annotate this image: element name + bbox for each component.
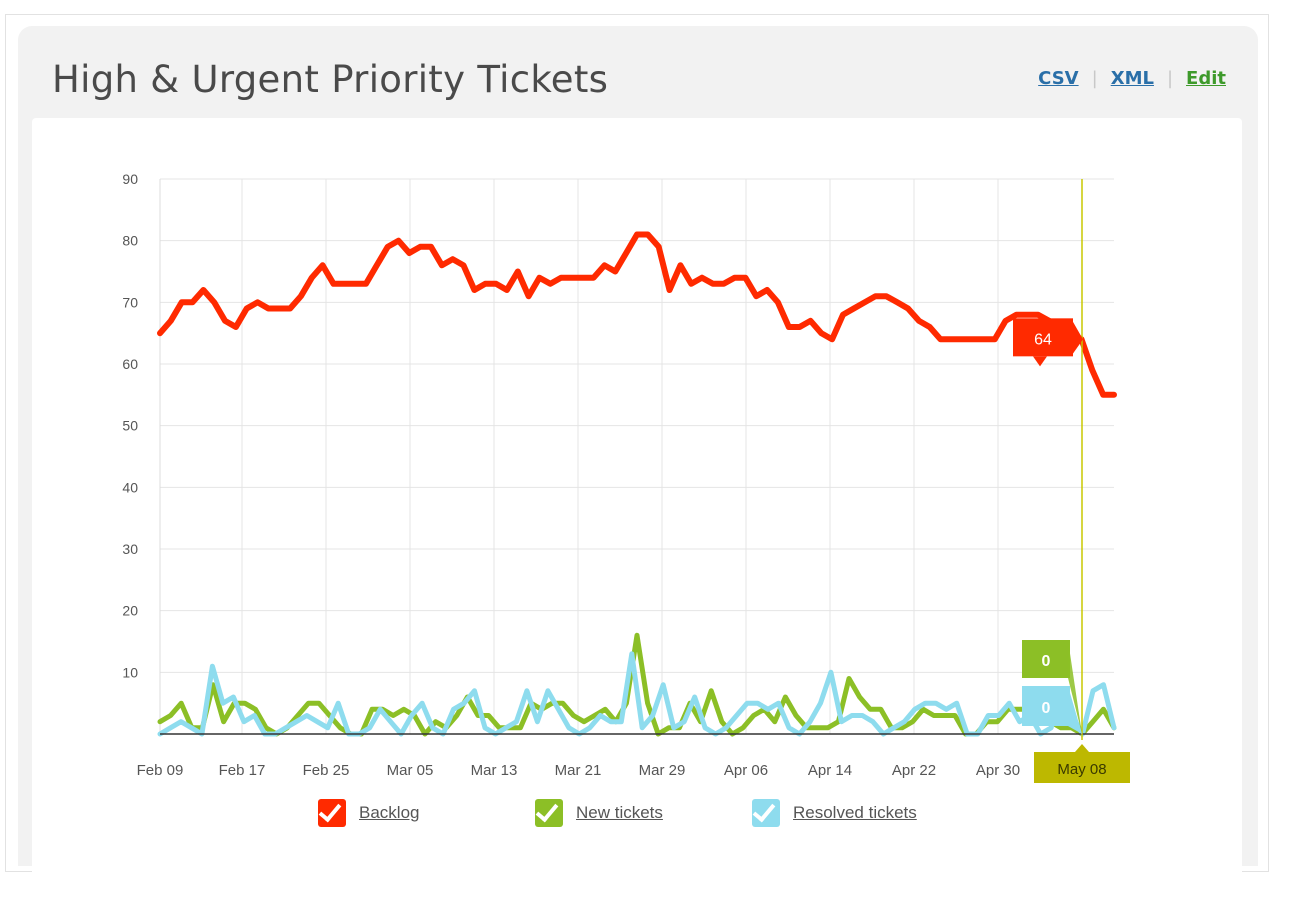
separator: | <box>1166 68 1174 89</box>
marker-flag-resolved-tickets <box>1022 686 1070 726</box>
x-tick-label: Mar 05 <box>387 762 434 779</box>
marker-flag-backlog-tail <box>1033 356 1047 367</box>
x-tick-label: Apr 14 <box>808 762 852 779</box>
x-tick-label: Feb 09 <box>137 762 184 779</box>
y-tick-label: 70 <box>122 294 138 310</box>
y-tick-label: 30 <box>122 541 138 557</box>
x-tick-label: Mar 21 <box>555 762 602 779</box>
chart-card <box>32 118 1242 878</box>
checkbox-icon <box>535 798 563 827</box>
series-line-resolved-tickets <box>157 651 1117 737</box>
xml-link[interactable]: XML <box>1110 68 1154 89</box>
edit-link[interactable]: Edit <box>1186 68 1226 89</box>
y-tick-label: 50 <box>122 418 138 434</box>
export-links: CSV | XML | Edit <box>1038 68 1226 89</box>
y-tick-label: 20 <box>122 603 138 619</box>
marker-value-new-tickets: 0 <box>1042 653 1051 670</box>
y-tick-label: 80 <box>122 233 138 249</box>
marker-value-resolved-tickets: 0 <box>1042 700 1051 717</box>
marker-x-label-pointer <box>1075 744 1089 752</box>
y-tick-label: 90 <box>122 171 138 187</box>
x-tick-label: Apr 30 <box>976 762 1020 779</box>
report-panel: High & Urgent Priority Tickets CSV | XML | E… <box>18 26 1258 878</box>
x-tick-label: Apr 22 <box>892 762 936 779</box>
marker-flag-backlog <box>1013 318 1073 357</box>
separator: | <box>1091 68 1098 89</box>
marker-flag-new-tickets <box>1022 640 1070 678</box>
check-icon <box>318 798 342 823</box>
x-tick-label: Apr 06 <box>724 762 768 779</box>
legend-item-backlog[interactable]: Backlog <box>318 797 419 829</box>
series-line-new-tickets <box>157 632 1117 737</box>
legend-label-resolved-tickets: Resolved tickets <box>793 803 917 822</box>
y-tick-label: 40 <box>122 479 138 495</box>
y-tick-label: 10 <box>122 664 138 680</box>
x-tick-label: Feb 17 <box>219 762 266 779</box>
check-icon <box>752 798 776 823</box>
marker-x-label-box <box>1034 752 1130 783</box>
marker-flag-new-tickets-pointer <box>1068 640 1082 734</box>
csv-link[interactable]: CSV <box>1038 68 1079 89</box>
series-line-backlog <box>157 231 1117 398</box>
legend-item-new-tickets[interactable]: New tickets <box>535 797 663 829</box>
marker-x-label: May 08 <box>1057 761 1106 778</box>
legend-label-new-tickets: New tickets <box>576 803 663 822</box>
marker-flag-resolved-tickets-pointer <box>1068 686 1082 734</box>
legend-label-backlog: Backlog <box>359 803 420 822</box>
x-tick-label: Feb 25 <box>303 762 350 779</box>
checkbox-icon <box>318 798 346 827</box>
legend-item-resolved-tickets[interactable]: Resolved tickets <box>752 797 917 829</box>
x-tick-label: Mar 29 <box>639 762 686 779</box>
checkbox-icon <box>752 798 780 827</box>
marker-value-backlog: 64 <box>1034 331 1052 348</box>
marker-flag-backlog-pointer <box>1071 318 1083 357</box>
y-tick-label: 60 <box>122 356 138 372</box>
check-icon <box>535 798 559 823</box>
page-title: High & Urgent Priority Tickets <box>52 58 609 101</box>
x-tick-label: Mar 13 <box>471 762 518 779</box>
